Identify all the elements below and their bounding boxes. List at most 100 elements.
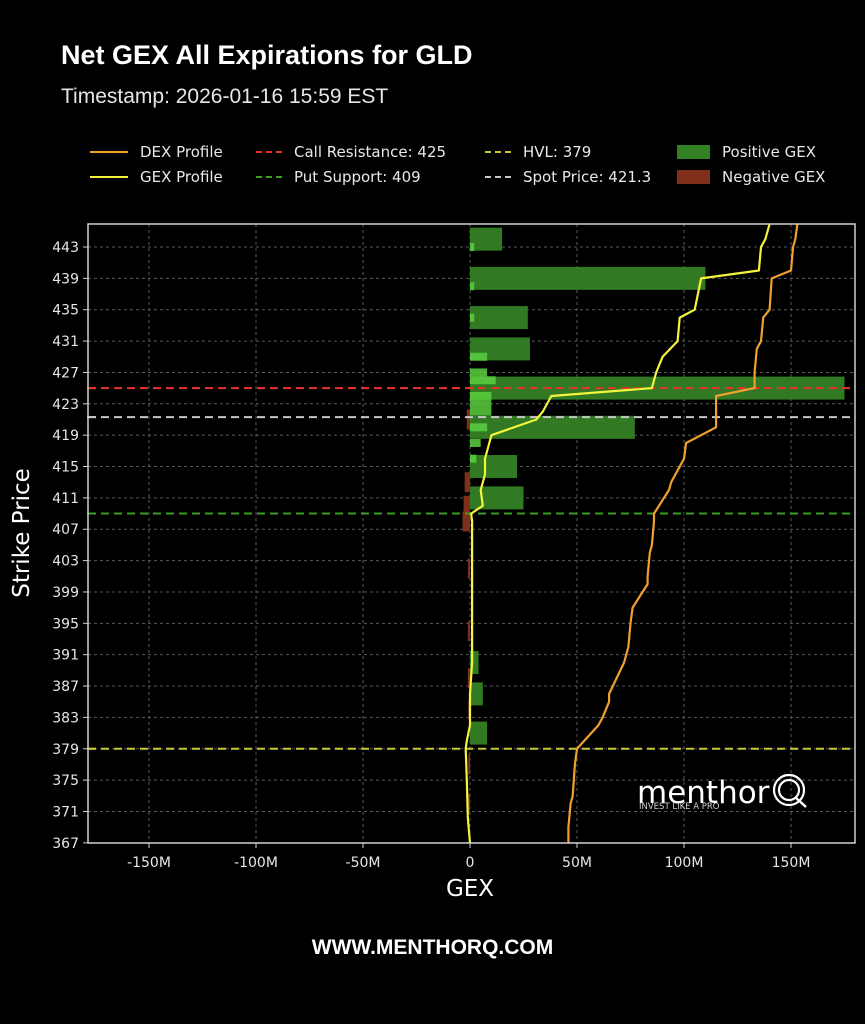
y-tick-label: 371 xyxy=(52,804,79,820)
y-tick-label: 403 xyxy=(52,554,79,570)
legend-label: Negative GEX xyxy=(722,168,826,186)
y-tick-label: 439 xyxy=(52,271,79,287)
x-axis-label: GEX xyxy=(446,876,494,902)
y-tick-label: 431 xyxy=(52,334,79,350)
y-axis-label: Strike Price xyxy=(9,468,35,598)
positive-gex-bar xyxy=(470,651,479,675)
legend-label: Call Resistance: 425 xyxy=(294,143,447,161)
legend-negative-gex: Negative GEX xyxy=(677,166,825,188)
legend-dex-profile: DEX Profile xyxy=(90,141,223,163)
legend-box-icon xyxy=(677,170,710,184)
positive-gex-bar xyxy=(470,227,503,251)
chart-legend: DEX Profile GEX Profile Call Resistance:… xyxy=(88,141,858,189)
y-tick-label: 419 xyxy=(52,428,79,444)
legend-label: GEX Profile xyxy=(140,168,223,186)
x-tick-label: 50M xyxy=(562,855,592,871)
positive-gex-bar xyxy=(470,306,528,330)
y-tick-label: 423 xyxy=(52,397,79,413)
dex-profile-line xyxy=(567,223,799,843)
legend-spot-price: Spot Price: 421.3 xyxy=(485,166,651,188)
negative-gex-bar xyxy=(467,793,470,814)
watermark-tagline: INVEST LIKE A PRO xyxy=(639,802,720,812)
y-tick-label: 407 xyxy=(52,522,79,538)
positive-gex-bar-detail xyxy=(470,439,481,447)
positive-gex-bar xyxy=(470,376,845,400)
positive-gex-bar-detail xyxy=(470,454,477,463)
y-tick-label: 383 xyxy=(52,710,79,726)
legend-positive-gex: Positive GEX xyxy=(677,141,816,163)
legend-line-icon xyxy=(90,151,128,153)
positive-gex-bar xyxy=(470,455,518,479)
q-logo-icon xyxy=(772,773,807,808)
positive-gex-bar-detail xyxy=(470,423,488,432)
profile-lines xyxy=(464,223,799,843)
y-tick-label: 367 xyxy=(52,836,79,852)
x-tick-label: -100M xyxy=(234,855,278,871)
positive-gex-bar-detail xyxy=(470,391,492,400)
positive-gex-bar xyxy=(470,486,524,510)
footer-url: WWW.MENTHORQ.COM xyxy=(311,936,554,959)
y-tick-label: 427 xyxy=(52,365,79,381)
grid-lines xyxy=(88,224,855,844)
positive-gex-bar xyxy=(470,721,488,745)
y-tick-label: 435 xyxy=(52,303,79,319)
legend-label: Put Support: 409 xyxy=(294,168,421,186)
y-tick-label: 411 xyxy=(52,491,79,507)
legend-call-resistance: Call Resistance: 425 xyxy=(256,141,446,163)
negative-gex-bar xyxy=(467,621,470,642)
y-tick-label: 415 xyxy=(52,460,79,476)
positive-gex-bar-detail xyxy=(470,313,475,322)
legend-box-icon xyxy=(677,145,710,159)
negative-gex-bar xyxy=(467,668,470,689)
gex-profile-line xyxy=(464,223,771,843)
legend-dashed-line-icon xyxy=(485,151,511,153)
legend-label: Spot Price: 421.3 xyxy=(523,168,652,186)
positive-gex-bar-detail xyxy=(470,243,475,251)
legend-label: HVL: 379 xyxy=(523,143,592,161)
negative-gex-bar xyxy=(462,511,470,532)
y-tick-label: 379 xyxy=(52,742,79,758)
legend-hvl: HVL: 379 xyxy=(485,141,591,163)
negative-gex-bar xyxy=(466,409,470,430)
negative-gex-bar xyxy=(467,558,470,579)
y-tick-label: 443 xyxy=(52,240,79,256)
gex-bars xyxy=(462,227,845,814)
positive-gex-bar-detail xyxy=(470,282,475,291)
positive-gex-bar xyxy=(470,266,706,290)
positive-gex-bar-detail xyxy=(470,368,488,377)
legend-gex-profile: GEX Profile xyxy=(90,166,223,188)
tick-labels: 443 439 435 431 427 423 419 415 411 407 403 399 395 3… xyxy=(52,240,810,871)
legend-put-support: Put Support: 409 xyxy=(256,166,421,188)
chart-timestamp: Timestamp: 2026-01-16 15:59 EST xyxy=(61,85,389,108)
positive-gex-bar-detail xyxy=(470,399,492,408)
axes xyxy=(87,223,856,844)
menthorq-watermark: menthor INVEST LIKE A PRO xyxy=(637,773,807,812)
positive-gex-bar-detail xyxy=(470,352,488,361)
legend-label: Positive GEX xyxy=(722,143,816,161)
positive-gex-bar-detail xyxy=(470,407,492,416)
x-tick-label: 150M xyxy=(772,855,811,871)
y-tick-label: 375 xyxy=(52,773,79,789)
y-tick-label: 395 xyxy=(52,616,79,632)
negative-gex-bar xyxy=(468,754,470,775)
y-tick-label: 387 xyxy=(52,679,79,695)
x-tick-label: 0 xyxy=(466,855,475,871)
positive-gex-bar xyxy=(470,415,635,439)
positive-gex-bar xyxy=(470,682,483,706)
legend-label: DEX Profile xyxy=(140,143,223,161)
chart-title: Net GEX All Expirations for GLD xyxy=(61,40,473,70)
legend-line-icon xyxy=(90,176,128,178)
legend-dashed-line-icon xyxy=(256,151,282,153)
y-tick-label: 391 xyxy=(52,648,79,664)
negative-gex-bar xyxy=(464,472,470,493)
watermark-brand: menthor xyxy=(637,775,770,811)
legend-dashed-line-icon xyxy=(256,176,282,178)
legend-dashed-line-icon xyxy=(485,176,511,178)
negative-gex-bar xyxy=(463,495,470,516)
x-tick-label: -150M xyxy=(127,855,171,871)
x-tick-label: -50M xyxy=(346,855,381,871)
positive-gex-bar-detail xyxy=(470,376,496,385)
x-tick-label: 100M xyxy=(665,855,704,871)
y-tick-label: 399 xyxy=(52,585,79,601)
